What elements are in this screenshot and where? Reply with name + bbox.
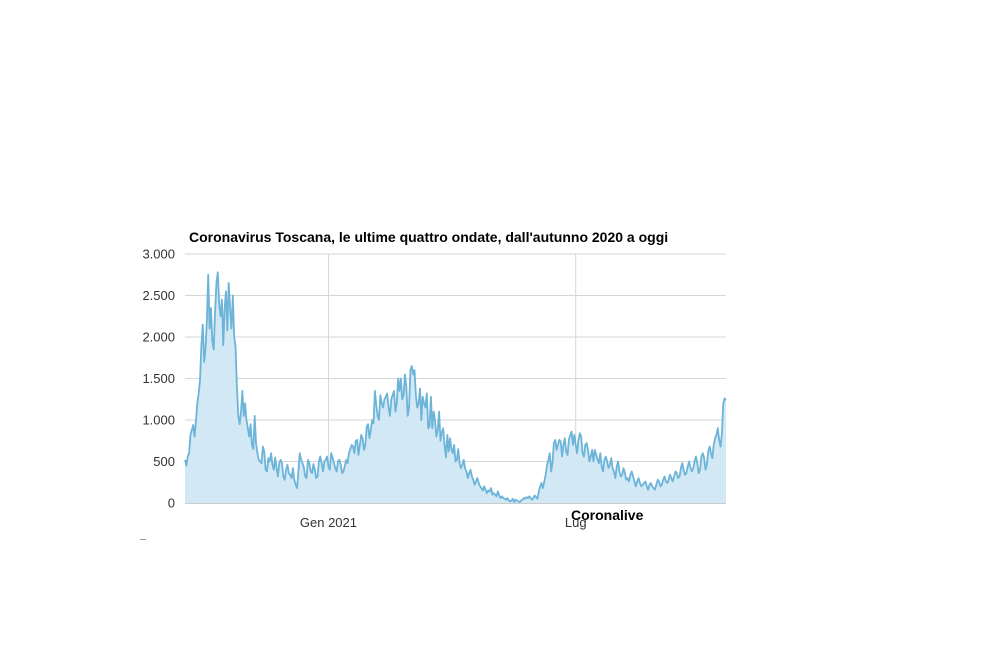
y-tick-label: 2.000 [142,330,175,345]
y-tick-label: 0 [168,496,175,511]
y-tick-label: 3.000 [142,247,175,262]
y-tick-label: 2.500 [142,288,175,303]
y-tick-label: 500 [153,454,175,469]
decorative-mark [140,539,146,540]
y-tick-label: 1.500 [142,371,175,386]
y-tick-label: 1.000 [142,413,175,428]
y-axis: 0 500 1.000 1.500 2.000 2.500 3.000 [142,247,175,511]
x-tick-label: Gen 2021 [300,515,357,530]
credit-label: Coronalive [571,507,644,523]
x-tick-label: Lug [565,515,587,530]
x-axis: Gen 2021 Lug [300,515,587,530]
series-line [184,271,727,504]
chart-plot [184,271,727,504]
chart-title: Coronavirus Toscana, le ultime quattro o… [189,229,669,245]
